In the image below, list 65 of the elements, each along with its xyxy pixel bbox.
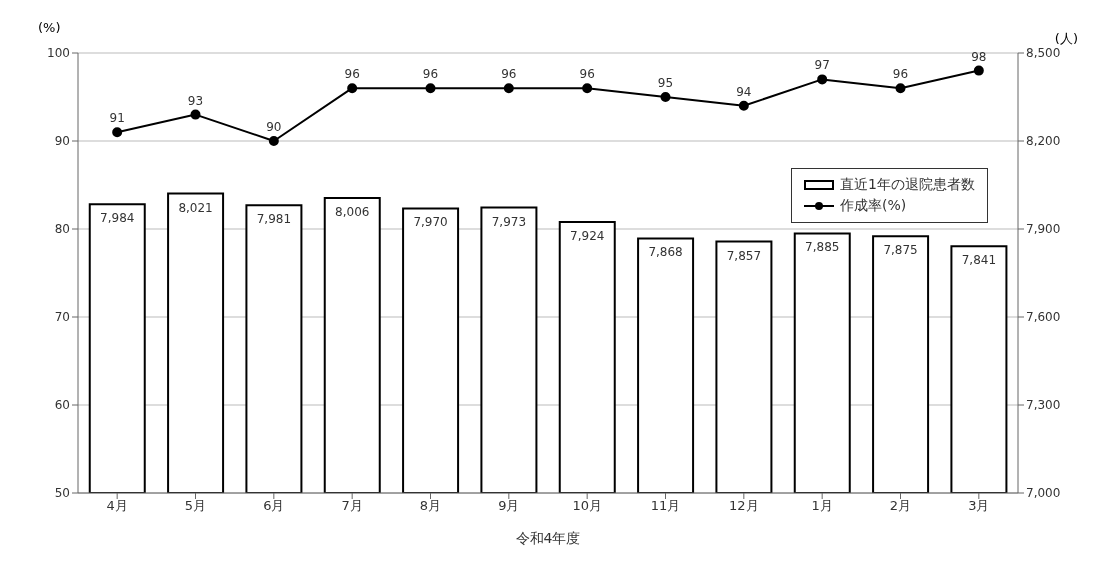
- data-label: 7,973: [491, 214, 527, 229]
- point: [817, 74, 828, 85]
- x-tick-label: 7月: [341, 498, 363, 514]
- data-label: 91: [109, 111, 125, 126]
- y-tick-label: 80: [54, 222, 70, 237]
- data-label: 93: [187, 93, 204, 108]
- y-tick-label: 60: [54, 398, 70, 413]
- x-tick-label: 5月: [184, 498, 207, 514]
- x-tick-label: 1月: [811, 498, 833, 514]
- legend-label: 作成率(%): [840, 197, 907, 215]
- data-label: 95: [657, 76, 674, 90]
- data-label: 96: [579, 67, 595, 82]
- y2-tick-label: 7,000: [1026, 486, 1061, 501]
- data-label: 7,885: [805, 240, 840, 255]
- point: [738, 100, 749, 111]
- x-tick-label: 10月: [572, 498, 602, 514]
- data-label: 8,021: [178, 200, 213, 215]
- point: [190, 109, 201, 120]
- data-label: 7,857: [726, 248, 762, 263]
- legend-label: 直近1年の退院患者数: [840, 176, 975, 194]
- point: [973, 65, 984, 76]
- data-label: 7,924: [570, 228, 605, 243]
- y-axis-title: (%): [38, 20, 61, 35]
- data-label: 8,006: [335, 204, 370, 219]
- y2-tick-label: 7,300: [1026, 398, 1061, 413]
- y-tick-label: 50: [54, 486, 70, 501]
- y2-tick-label: 7,600: [1026, 310, 1061, 325]
- data-label: 96: [422, 67, 439, 82]
- data-label: 7,981: [256, 212, 292, 227]
- y-tick-label: 90: [54, 134, 70, 149]
- y-tick-label: 70: [54, 310, 70, 325]
- x-tick-label: 2月: [889, 498, 912, 514]
- point: [268, 136, 279, 146]
- x-axis-title: 令和4年度: [515, 530, 581, 546]
- data-label: 94: [736, 84, 752, 99]
- x-tick-label: 8月: [419, 498, 442, 514]
- data-label: 7,970: [413, 215, 448, 230]
- data-label: 97: [814, 58, 830, 73]
- x-tick-label: 12月: [729, 498, 759, 514]
- point: [660, 92, 671, 102]
- x-tick-label: 6月: [263, 498, 285, 514]
- x-tick-label: 3月: [968, 498, 990, 514]
- x-tick-label: 11月: [650, 498, 681, 514]
- y2-tick-label: 8,500: [1026, 46, 1061, 61]
- data-label: 7,841: [961, 253, 997, 268]
- data-label: 96: [501, 67, 517, 82]
- point: [503, 83, 514, 94]
- point: [582, 83, 593, 94]
- data-label: 96: [344, 67, 360, 82]
- data-label: 98: [971, 49, 987, 64]
- data-label: 7,984: [100, 211, 135, 226]
- point: [425, 83, 436, 94]
- y2-axis-title: (人): [1054, 30, 1078, 48]
- point: [347, 83, 358, 94]
- data-label: 7,875: [883, 243, 918, 258]
- data-label: 7,868: [648, 245, 683, 260]
- y-tick-label: 100: [47, 46, 70, 61]
- point: [112, 127, 123, 138]
- point: [895, 83, 906, 94]
- y2-tick-label: 8,200: [1026, 134, 1061, 149]
- x-tick-label: 9月: [498, 498, 520, 514]
- x-tick-label: 4月: [106, 498, 128, 514]
- y2-tick-label: 7,900: [1026, 222, 1061, 237]
- data-label: 96: [892, 67, 909, 82]
- data-label: 90: [266, 120, 282, 134]
